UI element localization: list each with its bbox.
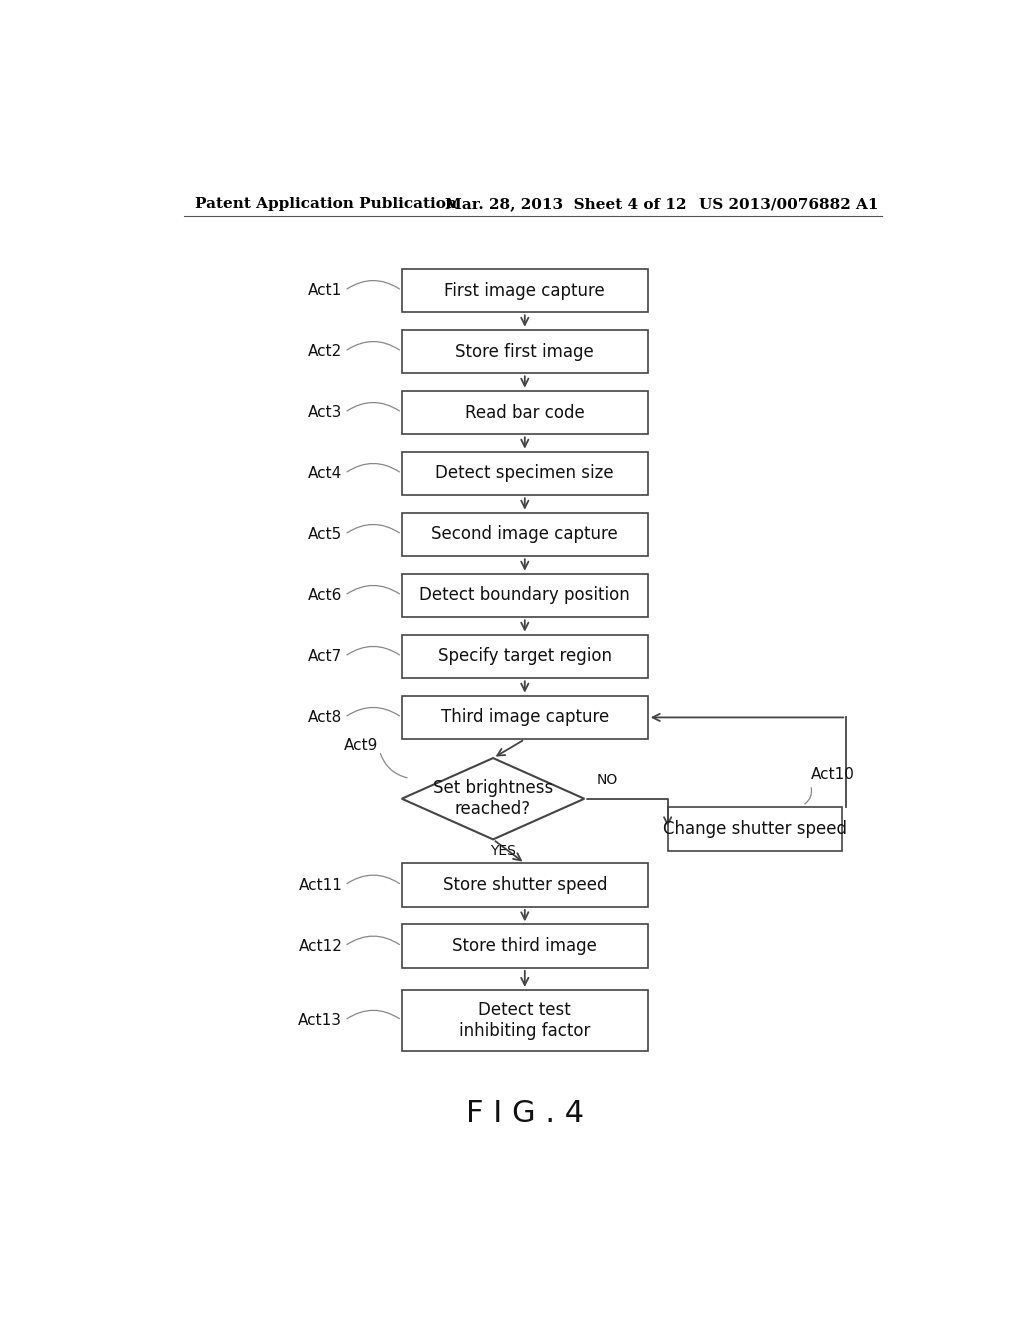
Text: Act13: Act13 bbox=[298, 1012, 342, 1028]
Text: Patent Application Publication: Patent Application Publication bbox=[196, 197, 458, 211]
Bar bbox=[401, 635, 648, 678]
Text: Act7: Act7 bbox=[308, 649, 342, 664]
Text: Act12: Act12 bbox=[298, 939, 342, 953]
Text: Act4: Act4 bbox=[308, 466, 342, 480]
Text: Third image capture: Third image capture bbox=[440, 709, 609, 726]
Text: F I G . 4: F I G . 4 bbox=[466, 1100, 584, 1129]
Text: Act5: Act5 bbox=[308, 527, 342, 543]
Text: Act1: Act1 bbox=[308, 282, 342, 298]
Bar bbox=[401, 990, 648, 1051]
Bar bbox=[401, 863, 648, 907]
Text: Act3: Act3 bbox=[308, 405, 342, 420]
Text: First image capture: First image capture bbox=[444, 281, 605, 300]
Text: Specify target region: Specify target region bbox=[438, 647, 611, 665]
Text: Act8: Act8 bbox=[308, 710, 342, 725]
Text: Change shutter speed: Change shutter speed bbox=[663, 820, 847, 838]
Text: Act9: Act9 bbox=[344, 738, 378, 754]
Text: Mar. 28, 2013  Sheet 4 of 12: Mar. 28, 2013 Sheet 4 of 12 bbox=[445, 197, 687, 211]
Text: US 2013/0076882 A1: US 2013/0076882 A1 bbox=[699, 197, 879, 211]
Text: Store shutter speed: Store shutter speed bbox=[442, 876, 607, 894]
Text: Detect boundary position: Detect boundary position bbox=[420, 586, 630, 605]
Polygon shape bbox=[401, 758, 585, 840]
Text: YES: YES bbox=[489, 845, 515, 858]
Text: NO: NO bbox=[596, 772, 617, 787]
Text: Detect test
inhibiting factor: Detect test inhibiting factor bbox=[459, 1001, 591, 1040]
Text: Act11: Act11 bbox=[298, 878, 342, 892]
Bar bbox=[401, 330, 648, 374]
Text: Detect specimen size: Detect specimen size bbox=[435, 465, 614, 483]
Bar bbox=[401, 574, 648, 618]
Text: Act6: Act6 bbox=[308, 587, 342, 603]
Text: Act10: Act10 bbox=[811, 767, 854, 781]
Bar bbox=[401, 269, 648, 313]
Text: Read bar code: Read bar code bbox=[465, 404, 585, 421]
Text: Act2: Act2 bbox=[308, 345, 342, 359]
Text: Second image capture: Second image capture bbox=[431, 525, 618, 544]
Bar bbox=[401, 391, 648, 434]
Text: Store third image: Store third image bbox=[453, 937, 597, 956]
Text: Set brightness
reached?: Set brightness reached? bbox=[433, 779, 553, 818]
Bar bbox=[401, 512, 648, 556]
Bar bbox=[401, 696, 648, 739]
Bar bbox=[401, 451, 648, 495]
Bar bbox=[668, 808, 842, 851]
Bar bbox=[401, 924, 648, 968]
Text: Store first image: Store first image bbox=[456, 342, 594, 360]
